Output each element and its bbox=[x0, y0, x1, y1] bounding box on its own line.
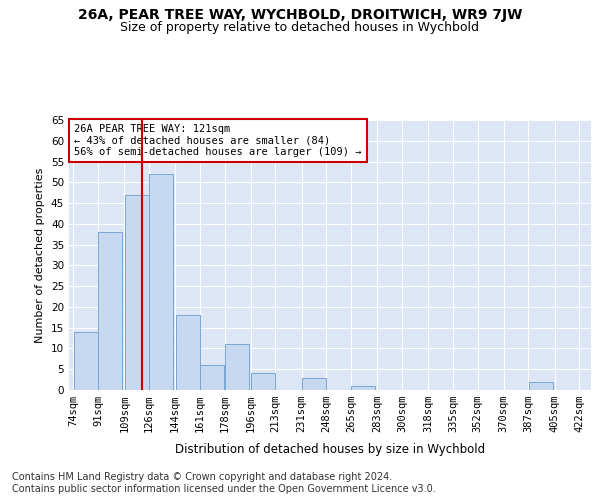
Text: Contains public sector information licensed under the Open Government Licence v3: Contains public sector information licen… bbox=[12, 484, 436, 494]
Text: 26A, PEAR TREE WAY, WYCHBOLD, DROITWICH, WR9 7JW: 26A, PEAR TREE WAY, WYCHBOLD, DROITWICH,… bbox=[78, 8, 522, 22]
Y-axis label: Number of detached properties: Number of detached properties bbox=[35, 168, 46, 342]
Bar bbox=[302, 378, 326, 390]
Text: Distribution of detached houses by size in Wychbold: Distribution of detached houses by size … bbox=[175, 442, 485, 456]
Text: 26A PEAR TREE WAY: 121sqm
← 43% of detached houses are smaller (84)
56% of semi-: 26A PEAR TREE WAY: 121sqm ← 43% of detac… bbox=[74, 124, 362, 157]
Bar bbox=[200, 365, 224, 390]
Bar bbox=[529, 382, 553, 390]
Bar bbox=[176, 315, 200, 390]
Bar bbox=[125, 195, 149, 390]
Text: Contains HM Land Registry data © Crown copyright and database right 2024.: Contains HM Land Registry data © Crown c… bbox=[12, 472, 392, 482]
Bar bbox=[98, 232, 122, 390]
Bar bbox=[352, 386, 376, 390]
Bar bbox=[149, 174, 173, 390]
Bar bbox=[74, 332, 98, 390]
Bar bbox=[225, 344, 249, 390]
Bar bbox=[251, 374, 275, 390]
Text: Size of property relative to detached houses in Wychbold: Size of property relative to detached ho… bbox=[121, 21, 479, 34]
